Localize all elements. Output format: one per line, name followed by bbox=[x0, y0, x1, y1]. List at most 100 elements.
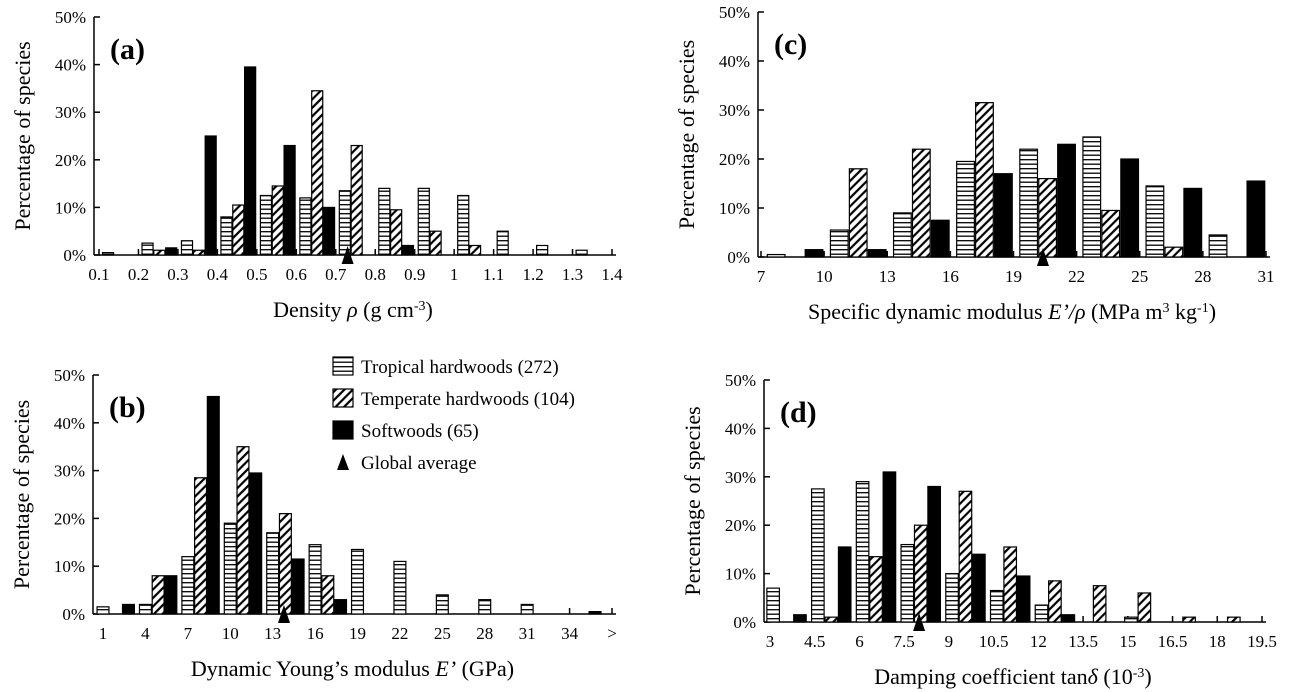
x-tick-label: 3 bbox=[766, 632, 775, 651]
x-axis-title-part: ) bbox=[426, 297, 433, 322]
x-tick-label: 0.5 bbox=[246, 265, 267, 284]
bar bbox=[766, 587, 780, 623]
bar bbox=[1019, 148, 1039, 258]
y-tick-label: 20% bbox=[725, 516, 756, 535]
bar bbox=[308, 544, 322, 615]
legend-label: Tropical hardwoods (272) bbox=[361, 357, 559, 378]
y-axis-title: Percentage of species bbox=[10, 41, 35, 230]
y-tick-label: 50% bbox=[55, 8, 86, 27]
x-tick-label: 1.2 bbox=[522, 265, 543, 284]
x-tick-label: 19 bbox=[1005, 267, 1022, 286]
bar bbox=[206, 395, 220, 615]
bar bbox=[958, 490, 973, 623]
bar bbox=[855, 481, 870, 623]
y-tick-label: 30% bbox=[725, 468, 756, 487]
bar bbox=[194, 477, 208, 615]
bar bbox=[478, 599, 492, 615]
y-tick-label: 20% bbox=[55, 151, 86, 170]
x-axis-title-part: Dynamic Young’s modulus bbox=[191, 656, 435, 681]
y-tick-label: 10% bbox=[725, 565, 756, 584]
legend-label: Global average bbox=[361, 453, 477, 474]
bar bbox=[401, 244, 415, 256]
y-tick-label: 40% bbox=[725, 419, 756, 438]
bar bbox=[1124, 616, 1138, 623]
bar bbox=[278, 513, 292, 615]
bar bbox=[993, 173, 1013, 258]
bar bbox=[164, 575, 178, 615]
bar bbox=[390, 209, 403, 256]
average-marker bbox=[277, 605, 290, 623]
bar bbox=[435, 594, 449, 615]
bar bbox=[1003, 546, 1018, 623]
bar bbox=[1061, 614, 1076, 623]
bar bbox=[165, 247, 178, 256]
x-tick-label: 15 bbox=[1119, 632, 1136, 651]
bar bbox=[468, 244, 482, 256]
x-tick-label: 16 bbox=[942, 267, 959, 286]
x-tick-label: 19 bbox=[349, 624, 366, 643]
legend-average-marker bbox=[337, 454, 349, 470]
x-tick-label: 0.6 bbox=[286, 265, 307, 284]
bar bbox=[393, 560, 407, 615]
bar bbox=[141, 242, 154, 256]
average-marker bbox=[341, 246, 354, 264]
bar bbox=[829, 229, 849, 258]
y-tick-label: 0% bbox=[733, 613, 756, 632]
bar bbox=[945, 572, 959, 623]
bar bbox=[927, 485, 942, 623]
x-tick-label: 4 bbox=[141, 624, 150, 643]
bar bbox=[1034, 604, 1049, 623]
bar bbox=[322, 206, 336, 256]
bar bbox=[457, 194, 470, 256]
bar bbox=[882, 471, 897, 623]
y-tick-label: 20% bbox=[54, 509, 85, 528]
x-tick-label: 1 bbox=[450, 265, 459, 284]
panel-label: (d) bbox=[780, 396, 817, 429]
bar bbox=[1101, 209, 1121, 258]
bar bbox=[1145, 185, 1165, 258]
bar bbox=[350, 144, 363, 256]
x-axis-title-part: -3 bbox=[1133, 666, 1145, 681]
x-tick-label: 6 bbox=[855, 632, 864, 651]
bar bbox=[249, 472, 263, 615]
x-axis-title: Specific dynamic modulus E’/ρ (MPa m3 kg… bbox=[808, 299, 1216, 324]
bar bbox=[1246, 180, 1266, 258]
bar bbox=[867, 249, 887, 258]
x-axis-title: Density ρ (g cm-3) bbox=[273, 297, 433, 322]
x-tick-label: 19.5 bbox=[1247, 632, 1277, 651]
y-axis-title: Percentage of species bbox=[680, 406, 705, 595]
y-tick-label: 30% bbox=[55, 103, 86, 122]
bar bbox=[536, 244, 549, 256]
y-axis-title: Percentage of species bbox=[674, 40, 699, 229]
x-tick-label: 1.3 bbox=[562, 265, 583, 284]
y-tick-label: 10% bbox=[55, 198, 86, 217]
x-tick-label: 28 bbox=[1194, 267, 1211, 286]
x-tick-label: > bbox=[607, 624, 617, 643]
bar bbox=[181, 556, 195, 615]
bar bbox=[496, 230, 509, 256]
bar bbox=[900, 543, 915, 623]
x-axis-title-part: (MPa m bbox=[1086, 299, 1163, 324]
x-tick-label: 1.1 bbox=[483, 265, 504, 284]
x-axis-title-part: (10 bbox=[1098, 664, 1133, 689]
x-axis-title: Dynamic Young’s modulus E’ (GPa) bbox=[191, 656, 514, 681]
x-tick-label: 0.9 bbox=[404, 265, 425, 284]
x-tick-label: 18 bbox=[1209, 632, 1226, 651]
x-tick-label: 28 bbox=[476, 624, 493, 643]
y-tick-label: 20% bbox=[719, 150, 750, 169]
y-tick-label: 0% bbox=[63, 246, 86, 265]
x-tick-label: 0.3 bbox=[167, 265, 188, 284]
y-tick-label: 10% bbox=[719, 199, 750, 218]
bar bbox=[989, 589, 1004, 623]
bar bbox=[266, 532, 280, 615]
x-tick-label: 7 bbox=[757, 267, 766, 286]
bar bbox=[244, 66, 257, 256]
bar bbox=[153, 249, 166, 256]
bar bbox=[869, 556, 883, 623]
x-tick-label: 0.8 bbox=[365, 265, 386, 284]
bar bbox=[232, 204, 245, 256]
legend-label: Temperate hardwoods (104) bbox=[361, 389, 575, 410]
x-tick-label: 34 bbox=[561, 624, 579, 643]
legend-swatch bbox=[332, 420, 354, 440]
